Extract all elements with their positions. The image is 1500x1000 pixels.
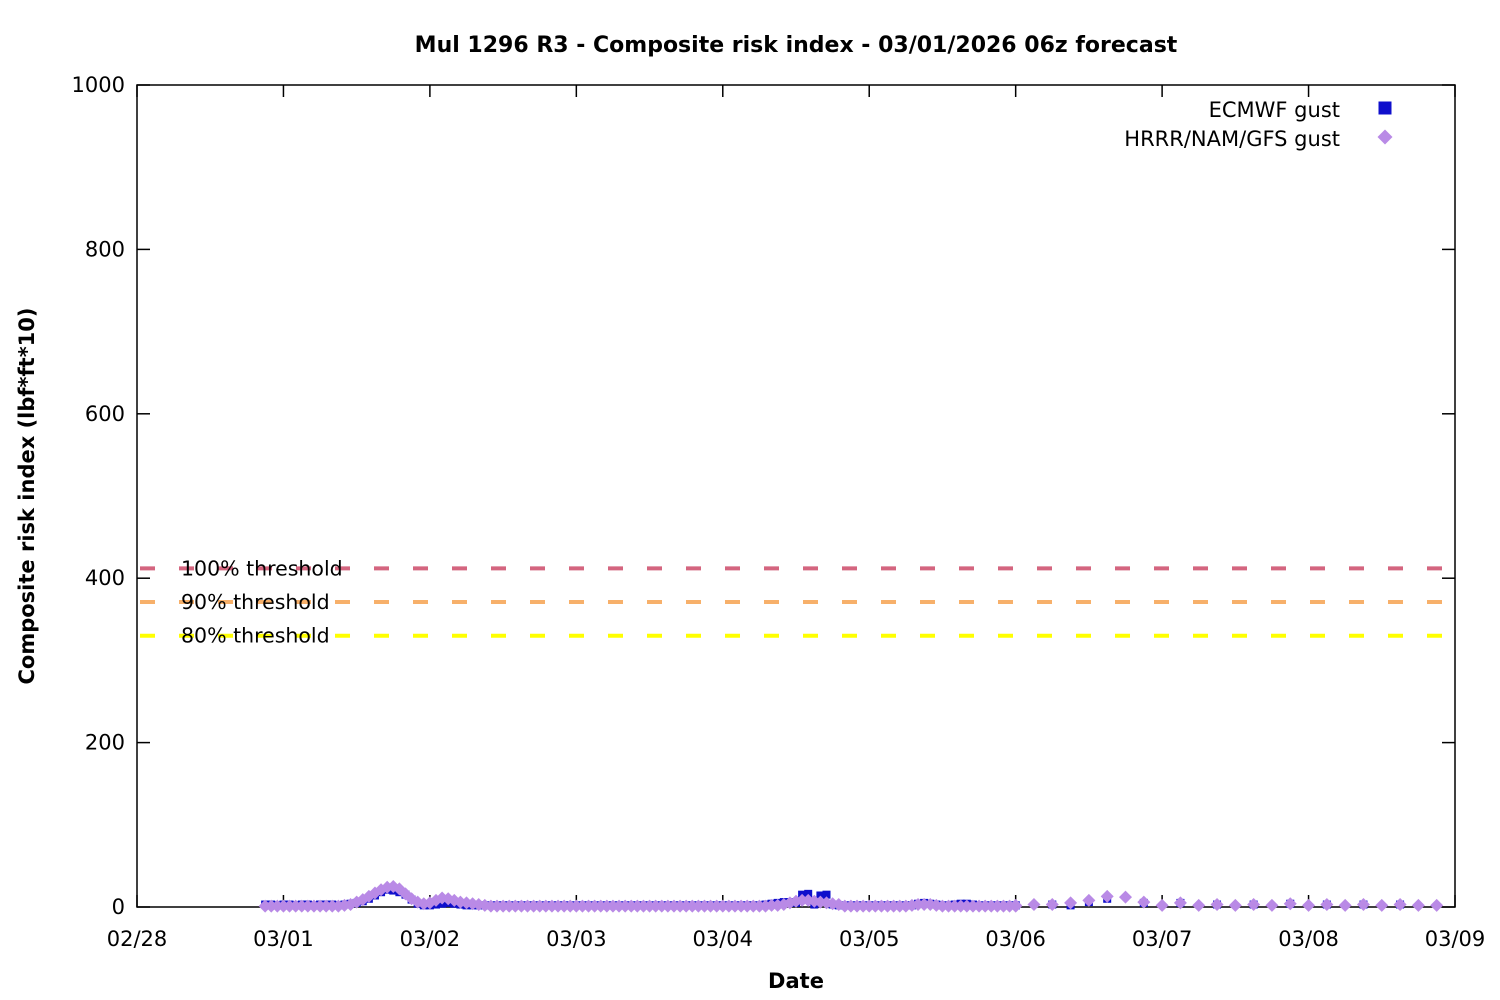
x-tick-label: 03/09 [1425,927,1486,951]
data-point [1119,890,1132,904]
x-tick-label: 02/28 [107,927,168,951]
data-point [1155,898,1169,912]
data-point [1082,893,1096,907]
y-tick-label: 200 [85,731,125,755]
x-tick-label: 03/05 [839,927,900,951]
x-tick-label: 03/06 [985,927,1046,951]
legend-diamond-marker-icon [1377,129,1393,145]
chart-title: Mul 1296 R3 - Composite risk index - 03/… [415,33,1178,58]
data-point [1338,898,1352,912]
y-axis-title: Composite risk index (lbf*ft*10) [15,307,39,684]
x-tick-label: 03/01 [253,927,314,951]
data-point [1265,898,1279,912]
series-hrrr-nam-gfs-gust [258,879,1444,913]
y-tick-label: 0 [112,895,125,919]
data-point [1411,898,1425,912]
data-point [1320,898,1334,912]
data-point [1375,898,1389,912]
data-point [1009,898,1023,912]
data-point [1210,898,1224,912]
y-tick-label: 600 [85,402,125,426]
x-tick-label: 03/07 [1132,927,1193,951]
data-point [1302,898,1316,912]
data-point [822,890,831,899]
y-tick-label: 800 [85,237,125,261]
data-point [1100,889,1114,903]
x-tick-label: 03/03 [546,927,607,951]
x-axis-title: Date [768,969,824,993]
y-tick-label: 1000 [72,73,125,97]
plot-border [136,84,1456,908]
legend-label-1: HRRR/NAM/GFS gust [1124,127,1340,151]
threshold-lines: 100% threshold 90% threshold 80% threshold [140,556,1445,648]
x-tick-label: 03/08 [1278,927,1339,951]
data-point [1192,898,1206,912]
data-point [1027,898,1041,912]
legend: ECMWF gust HRRR/NAM/GFS gust [1124,98,1393,151]
data-point [1064,896,1078,910]
y-axis: 0 200 400 600 800 1000 [72,73,1455,919]
threshold-label-0: 100% threshold [181,556,343,580]
data-point [1228,898,1242,912]
threshold-label-2: 80% threshold [181,624,330,648]
x-tick-label: 03/04 [693,927,754,951]
data-point [1283,897,1297,911]
x-axis: 02/28 03/01 03/02 03/03 03/04 03/05 03/06 03/07… [107,85,1486,951]
threshold-label-1: 90% threshold [181,590,330,614]
data-point [1393,898,1407,912]
legend-square-marker-icon [1378,101,1392,115]
data-point [1247,898,1261,912]
data-point [1173,896,1187,910]
data-point [816,891,825,900]
y-tick-label: 400 [85,566,125,590]
data-point [1356,898,1370,912]
data-point [1430,898,1444,912]
data-point [804,889,813,898]
data-point [1137,895,1151,909]
data-point [1045,898,1059,912]
x-tick-label: 03/02 [400,927,461,951]
legend-label-0: ECMWF gust [1209,98,1340,122]
